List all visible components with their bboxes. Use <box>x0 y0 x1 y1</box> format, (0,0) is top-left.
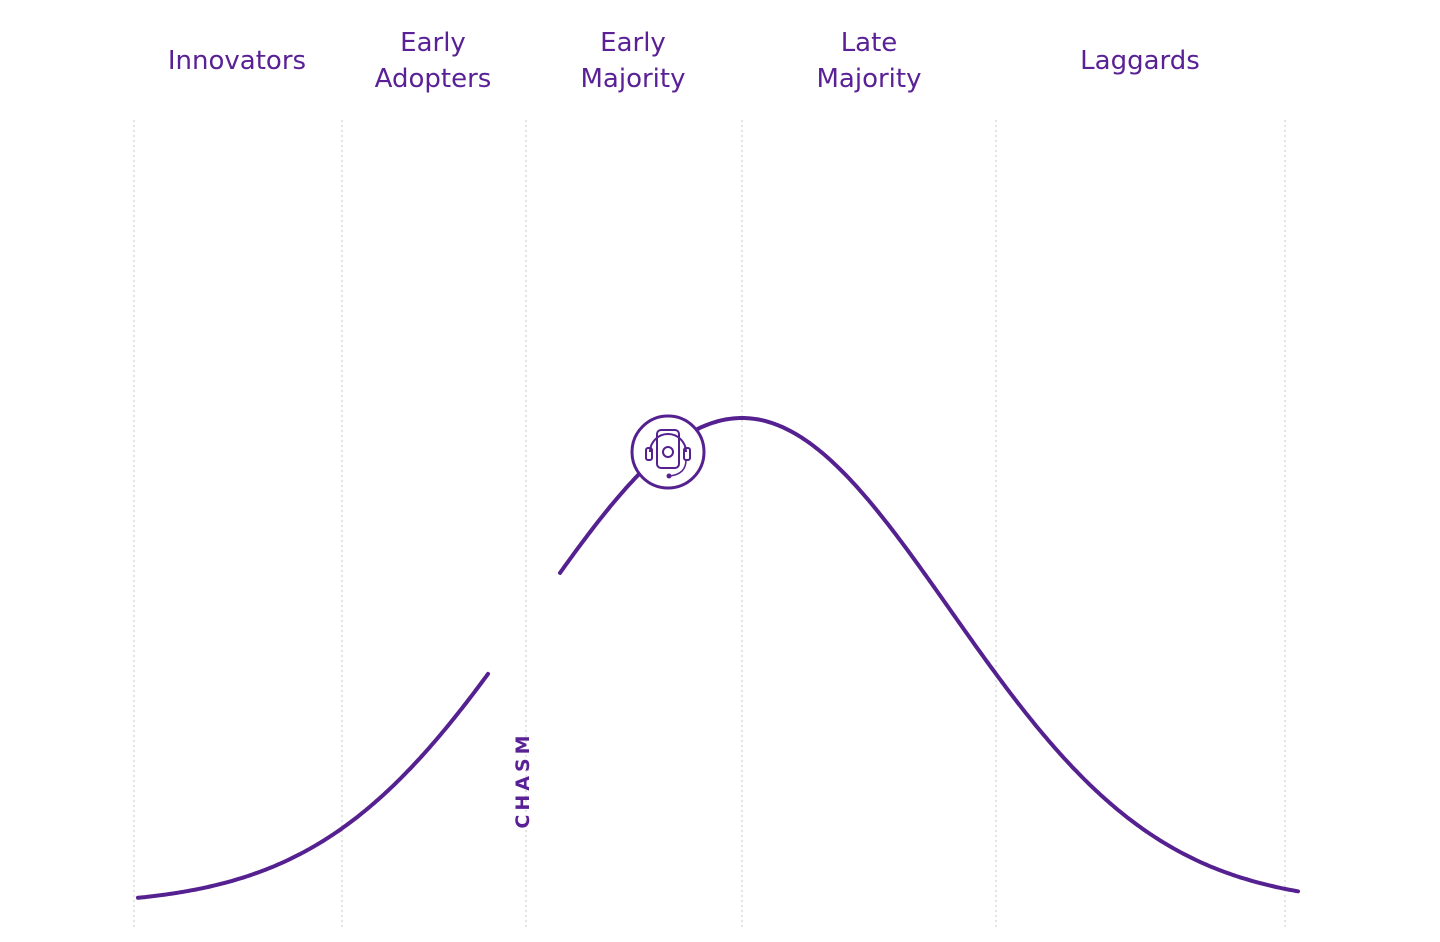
segment-label: Majority <box>817 64 922 94</box>
chasm-label: CHASM <box>512 731 534 828</box>
dividers <box>133 120 1286 930</box>
earpiece <box>645 447 653 461</box>
segment-label: Late <box>841 28 898 58</box>
segment-label: Early <box>600 28 666 58</box>
mic-tip <box>666 473 672 479</box>
icon-circle <box>630 414 706 490</box>
segment-label: Adopters <box>375 64 492 94</box>
earpiece <box>683 447 691 461</box>
segment-label: Innovators <box>168 46 306 76</box>
product-icon <box>630 414 706 490</box>
adoption-curve <box>136 671 490 900</box>
segment-labels: Innovators Early Adopters Early Majority Late… <box>168 28 1200 94</box>
phone <box>656 429 680 469</box>
headset <box>649 433 687 453</box>
gear <box>662 446 674 458</box>
segment-label: Majority <box>581 64 686 94</box>
segment-label: Laggards <box>1080 46 1200 76</box>
segment-label: Early <box>400 28 466 58</box>
mic <box>669 459 687 477</box>
